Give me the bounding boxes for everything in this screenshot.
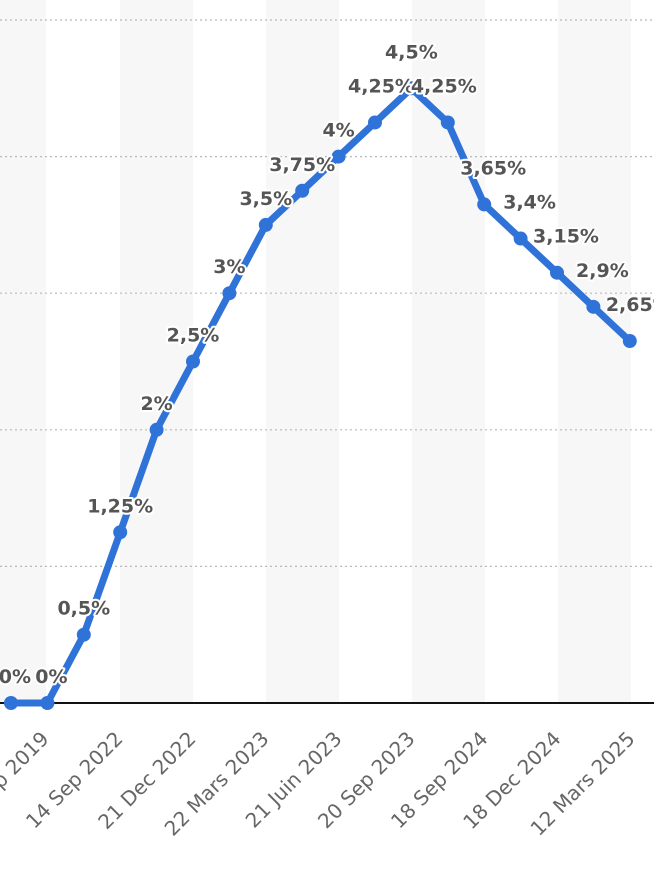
data-point[interactable] — [331, 149, 346, 164]
data-point[interactable] — [222, 286, 237, 301]
data-label: 2% — [140, 393, 172, 415]
x-tick-label: p 2019 — [0, 727, 54, 793]
data-label: 3,75% — [269, 154, 335, 176]
data-label: 3% — [213, 256, 245, 278]
data-label: 2,65% — [606, 294, 654, 316]
data-label: 0% — [35, 666, 67, 688]
data-label: 2,5% — [167, 325, 220, 347]
data-label: 4% — [322, 120, 354, 142]
data-point[interactable] — [586, 299, 601, 314]
data-point[interactable] — [4, 696, 18, 710]
data-point[interactable] — [295, 183, 310, 198]
data-label: 3,5% — [239, 188, 292, 210]
data-point[interactable] — [622, 334, 637, 349]
data-label: 1,25% — [87, 495, 153, 517]
data-label: 3,4% — [503, 192, 556, 214]
data-label: 3,15% — [533, 226, 599, 248]
data-point[interactable] — [404, 81, 419, 96]
gridlines — [0, 19, 654, 568]
data-label: 4,25% — [411, 75, 477, 97]
data-label: 0% — [0, 666, 31, 688]
data-point[interactable] — [513, 231, 528, 246]
data-point[interactable] — [113, 525, 128, 540]
data-point[interactable] — [550, 265, 564, 280]
data-label: 4,5% — [385, 41, 438, 63]
data-label: 4,25% — [348, 75, 414, 97]
background-band — [412, 0, 485, 703]
data-point[interactable] — [258, 217, 273, 232]
background-band — [558, 0, 631, 703]
data-label: 2,9% — [576, 260, 629, 282]
data-point[interactable] — [186, 354, 200, 369]
data-point[interactable] — [477, 197, 492, 212]
data-labels: 0% 0% 0,5% 1,25% 2% 2,5% 3% 3,5% 3,75% 4% 4,25% 4,5… — [0, 39, 654, 690]
data-point[interactable] — [440, 115, 455, 130]
series-line — [7, 84, 634, 707]
background-band — [266, 0, 339, 703]
data-point[interactable] — [40, 696, 55, 710]
data-label: 3,65% — [460, 157, 526, 179]
data-point[interactable] — [149, 422, 164, 437]
data-point[interactable] — [368, 115, 382, 130]
data-points — [4, 81, 637, 710]
data-point[interactable] — [76, 627, 91, 642]
background-band — [0, 0, 46, 703]
background-band — [120, 0, 193, 703]
data-label: 0,5% — [57, 598, 110, 620]
